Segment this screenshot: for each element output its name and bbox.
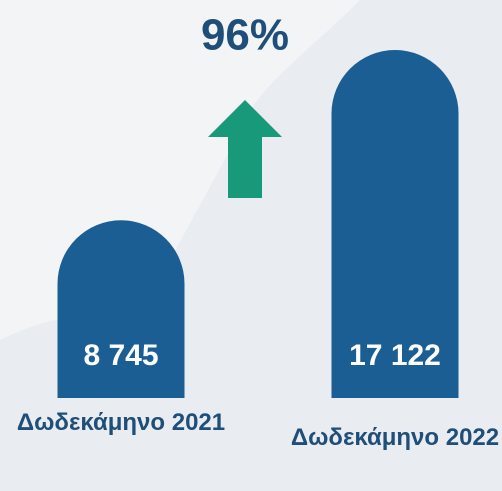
category-label: Δωδεκάμηνο 2021 <box>16 409 226 436</box>
bar <box>331 50 459 398</box>
value-label: 8 745 <box>83 339 158 372</box>
value-label: 17 122 <box>349 339 441 372</box>
growth-annotation: 96% <box>201 11 289 60</box>
bar <box>57 220 185 398</box>
growth-arrow <box>208 100 282 198</box>
category-label: Δωδεκάμηνο 2022 <box>290 424 500 451</box>
